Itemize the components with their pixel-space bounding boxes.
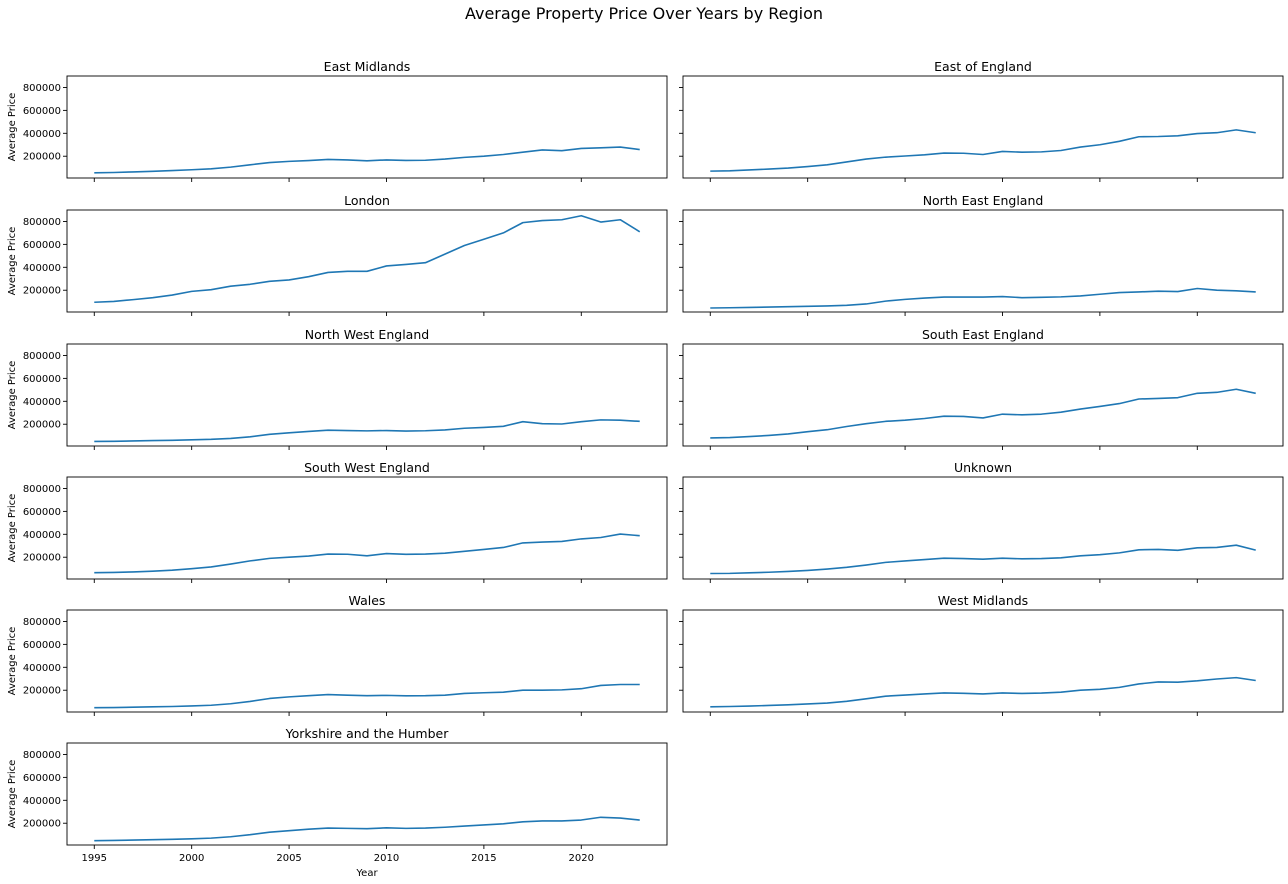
y-tick-label: 400000 (23, 796, 61, 807)
subplot-north-east-england: North East England (679, 193, 1284, 316)
series-line-unknown (710, 544, 1256, 575)
y-tick-label: 600000 (23, 106, 61, 117)
y-tick-label: 400000 (23, 263, 61, 274)
plot-frame (66, 609, 668, 713)
y-axis-label: Average Price (7, 227, 18, 296)
subplot-title: North East England (923, 193, 1044, 208)
y-tick-label: 600000 (23, 640, 61, 651)
plot-frame (66, 343, 668, 447)
subplot-east-midlands: East Midlands 200000 400000 600000 800000 Ave… (7, 59, 668, 182)
y-axis-label: Average Price (7, 361, 18, 430)
plot-frame (66, 742, 668, 846)
y-tick-label: 200000 (23, 553, 61, 564)
subplot-unknown: Unknown (679, 460, 1284, 583)
plot-frame (66, 75, 668, 179)
y-tick-label: 200000 (23, 686, 61, 697)
y-tick-label: 600000 (23, 240, 61, 251)
y-tick-label: 800000 (23, 351, 61, 362)
y-tick-label: 600000 (23, 374, 61, 385)
subplot-west-midlands: West Midlands (679, 593, 1284, 716)
series-line-east-of-england (710, 129, 1256, 172)
series-line-london (94, 214, 641, 304)
series-line-south-west-england (94, 533, 640, 574)
series-line-north-west-england (94, 419, 640, 443)
y-tick-label: 600000 (23, 773, 61, 784)
subplot-title: South East England (922, 327, 1044, 342)
x-tick-label: 1995 (82, 853, 107, 864)
y-tick-label: 400000 (23, 129, 61, 140)
y-tick-label: 400000 (23, 530, 61, 541)
series-line-yorkshire-and-the-humber (94, 816, 640, 842)
subplot-south-west-england: South West England 200000 400000 600000 8000… (7, 460, 668, 583)
y-tick-label: 200000 (23, 819, 61, 830)
subplot-title: East Midlands (324, 59, 411, 74)
subplot-title: Yorkshire and the Humber (285, 726, 450, 741)
y-tick-label: 200000 (23, 152, 61, 163)
subplot-title: North West England (305, 327, 429, 342)
x-tick-label: 2020 (569, 853, 594, 864)
plot-frame (682, 209, 1284, 313)
y-axis-label: Average Price (7, 93, 18, 162)
series-line-south-east-england (710, 388, 1256, 439)
y-tick-label: 200000 (23, 286, 61, 297)
y-tick-label: 400000 (23, 397, 61, 408)
series-line-wales (94, 683, 640, 709)
y-axis-label: Average Price (7, 627, 18, 696)
plot-frame (66, 476, 668, 580)
subplot-london: London 200000 400000 600000 800000 Average Pr… (7, 193, 668, 316)
subplot-title: London (344, 193, 390, 208)
subplot-title: Wales (349, 593, 386, 608)
y-tick-label: 600000 (23, 507, 61, 518)
y-tick-label: 800000 (23, 484, 61, 495)
plot-frame (66, 209, 668, 313)
subplot-yorkshire-and-the-humber: Yorkshire and the Humber 200000 400000 6000… (7, 726, 668, 864)
series-line-west-midlands (710, 676, 1256, 708)
plot-frame (682, 343, 1284, 447)
subplot-title: Unknown (954, 460, 1012, 475)
figure-title: Average Property Price Over Years by Reg… (465, 4, 823, 23)
y-tick-label: 400000 (23, 663, 61, 674)
subplot-title: West Midlands (938, 593, 1028, 608)
subplot-grid: East Midlands 200000 400000 600000 800000 Ave… (7, 59, 1284, 864)
x-tick-label: 2005 (276, 853, 301, 864)
plot-frame (682, 75, 1284, 179)
x-tick-label: 2015 (471, 853, 496, 864)
plot-frame (682, 476, 1284, 580)
subplot-title: East of England (934, 59, 1032, 74)
x-tick-label: 2000 (179, 853, 204, 864)
x-axis-label: Year (355, 868, 378, 879)
subplot-north-west-england: North West England 200000 400000 600000 8000… (7, 327, 668, 450)
y-tick-label: 200000 (23, 420, 61, 431)
series-line-north-east-england (710, 287, 1256, 309)
y-axis-label: Average Price (7, 494, 18, 563)
subplot-wales: Wales 200000 400000 600000 800000 Average Pri… (7, 593, 668, 716)
y-axis-label: Average Price (7, 760, 18, 829)
y-tick-label: 800000 (23, 83, 61, 94)
y-tick-label: 800000 (23, 617, 61, 628)
subplot-title: South West England (304, 460, 430, 475)
subplot-south-east-england: South East England (679, 327, 1284, 450)
x-tick-label: 2010 (374, 853, 399, 864)
y-tick-label: 800000 (23, 217, 61, 228)
series-line-east-midlands (94, 146, 640, 174)
plot-frame (682, 609, 1284, 713)
subplot-east-of-england: East of England (679, 59, 1284, 182)
y-tick-label: 800000 (23, 750, 61, 761)
